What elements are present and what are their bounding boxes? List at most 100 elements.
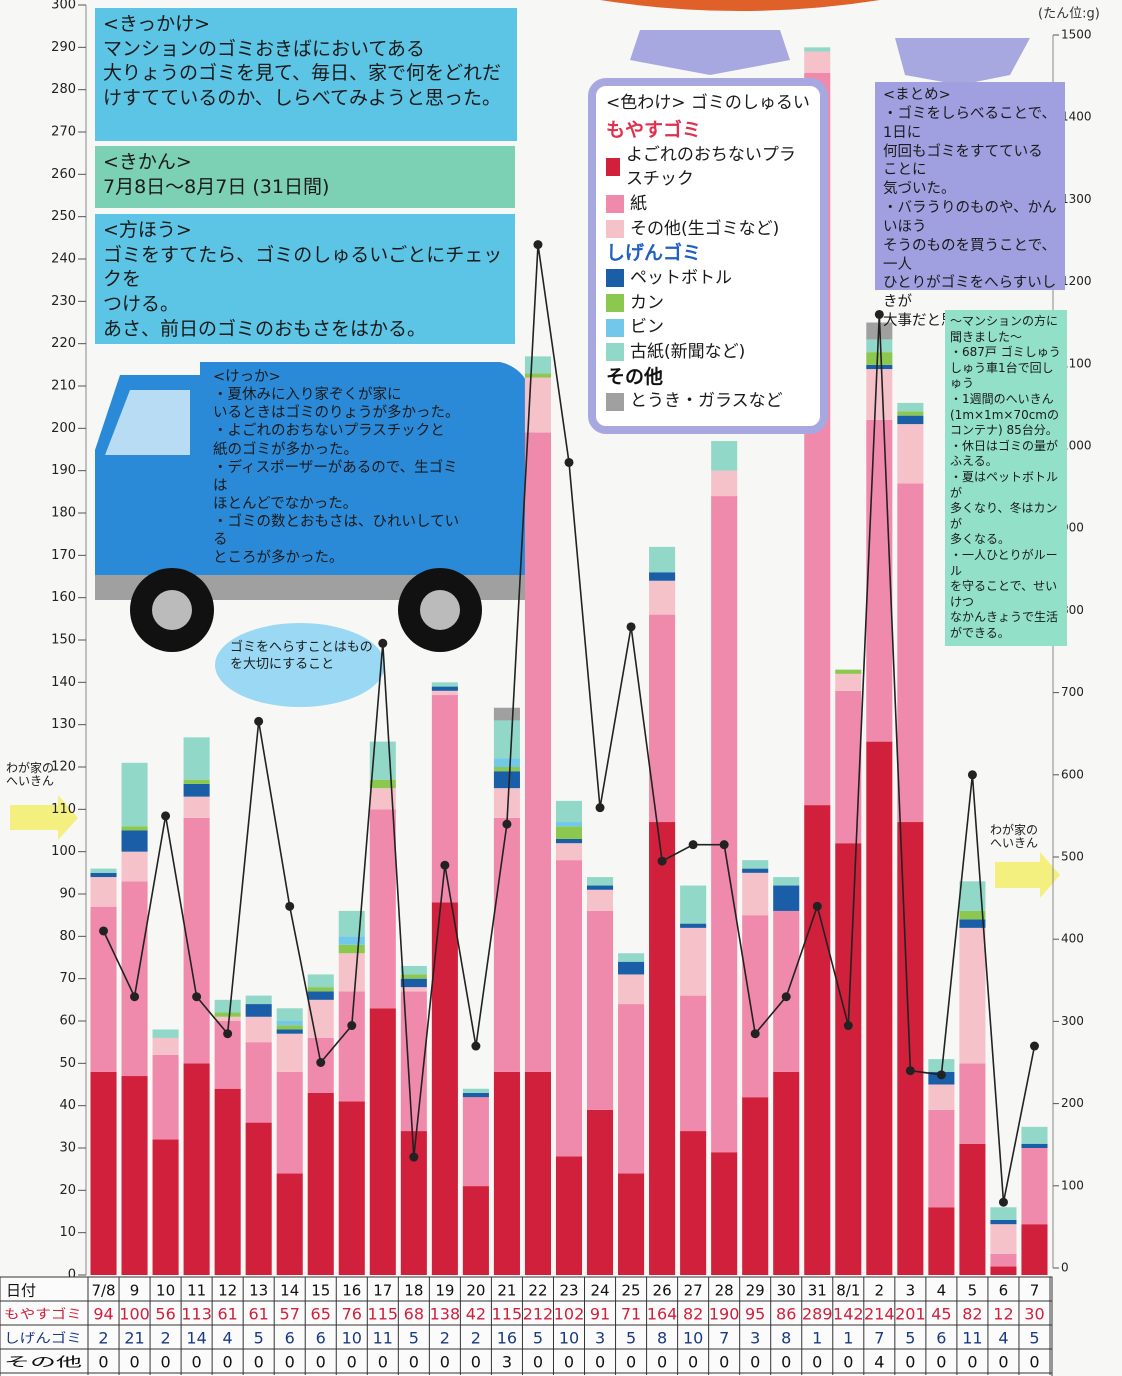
- table-cell: 5: [409, 1329, 419, 1348]
- table-cell: 6: [936, 1329, 946, 1348]
- bar-segment: [90, 869, 116, 873]
- bar-segment: [897, 483, 923, 822]
- table-cell: 115: [368, 1305, 399, 1324]
- legend-item: 古紙(新聞など): [606, 340, 810, 365]
- y-tick-label: 230: [51, 294, 76, 309]
- weight-point: [533, 240, 542, 249]
- bar-segment: [897, 416, 923, 424]
- y2-tick-label: 600: [1061, 767, 1084, 781]
- legend-label: 紙: [630, 192, 647, 217]
- bar-segment: [1021, 1144, 1047, 1148]
- table-cell: 61: [248, 1305, 268, 1324]
- bar-segment: [804, 805, 830, 1275]
- y-tick-label: 180: [51, 506, 76, 521]
- legend-item: 紙: [606, 192, 810, 217]
- y-tick-label: 80: [59, 929, 76, 944]
- bar-segment: [866, 742, 892, 1275]
- table-row-label: もやすゴミ: [4, 1307, 82, 1323]
- table-cell: 1: [843, 1329, 853, 1348]
- table-date: 31: [808, 1282, 827, 1300]
- bar-segment: [587, 890, 613, 911]
- note-line: ほとんどでなかった。: [213, 495, 467, 513]
- table-cell: 1: [812, 1329, 822, 1348]
- table-cell: 0: [657, 1353, 667, 1372]
- table-cell: 3: [502, 1353, 512, 1372]
- bar-segment: [556, 822, 582, 826]
- bar-segment: [184, 797, 210, 818]
- bar-segment: [649, 547, 675, 572]
- bar-segment: [897, 424, 923, 483]
- y-tick-label: 60: [59, 1014, 76, 1029]
- bar-segment: [835, 670, 861, 674]
- bar-segment: [928, 1207, 954, 1275]
- bar-segment: [649, 581, 675, 615]
- y-tick-label: 250: [51, 209, 76, 224]
- bar-segment: [1021, 1148, 1047, 1224]
- table-cell: 164: [647, 1305, 678, 1324]
- legend-item: カン: [606, 291, 810, 316]
- bar-segment: [153, 1140, 179, 1275]
- weight-point: [502, 820, 511, 829]
- table-date: 15: [311, 1282, 330, 1300]
- table-cell: 0: [533, 1353, 543, 1372]
- bar-segment: [587, 1110, 613, 1275]
- table-cell: 0: [750, 1353, 760, 1372]
- weight-point: [440, 861, 449, 870]
- bar-segment: [308, 991, 334, 999]
- table-cell: 6: [285, 1329, 295, 1348]
- y-tick-label: 40: [59, 1098, 76, 1113]
- note-line: ふえる。: [950, 454, 1062, 470]
- table-cell: 0: [843, 1353, 853, 1372]
- y2-tick-label: 1300: [1061, 192, 1092, 206]
- table-date: 26: [653, 1282, 672, 1300]
- bar-segment: [556, 860, 582, 1156]
- table-cell: 0: [98, 1353, 108, 1372]
- table-cell: 0: [781, 1353, 791, 1372]
- table-cell: 3: [750, 1329, 760, 1348]
- weight-point: [844, 1021, 853, 1030]
- bar-segment: [556, 801, 582, 822]
- note-matome: <まとめ>・ゴミをしらべることで、1日に何回もゴミをすてていることに気づいた。・…: [875, 82, 1065, 290]
- bar-segment: [711, 441, 737, 471]
- bar-segment: [215, 1013, 241, 1017]
- y2-tick-label: 500: [1061, 850, 1084, 864]
- y-tick-label: 90: [59, 887, 76, 902]
- note-line: ・1週間のへいきん: [950, 392, 1062, 408]
- y-tick-label: 190: [51, 463, 76, 478]
- note-line: いるときはゴミのりょうが多かった。: [213, 404, 467, 422]
- weight-point: [130, 992, 139, 1001]
- table-cell: 5: [905, 1329, 915, 1348]
- bar-segment: [556, 843, 582, 860]
- weight-point: [689, 840, 698, 849]
- table-cell: 0: [223, 1353, 233, 1372]
- legend-swatch: [606, 319, 624, 337]
- note-line: 気づいた。: [883, 180, 1057, 199]
- bar-segment: [246, 1004, 272, 1017]
- y-tick-label: 270: [51, 125, 76, 140]
- legend-swatch: [606, 393, 624, 411]
- note-line: けすてているのか、しらべてみようと思った。: [103, 86, 509, 111]
- table-cell: 57: [280, 1305, 300, 1324]
- bar-segment: [277, 1008, 303, 1021]
- legend-label: カン: [630, 291, 664, 316]
- note-line: ・休日はゴミの量が: [950, 439, 1062, 455]
- legend-swatch: [606, 195, 624, 213]
- weight-point: [223, 1029, 232, 1038]
- table-cell: 0: [471, 1353, 481, 1372]
- bar-segment: [928, 1085, 954, 1110]
- table-date: 20: [466, 1282, 485, 1300]
- weight-point: [937, 1070, 946, 1079]
- table-cell: 42: [466, 1305, 486, 1324]
- note-line: 7月8日〜8月7日 (31日間): [103, 175, 507, 200]
- bar-segment: [215, 1017, 241, 1021]
- note-line: つける。: [103, 292, 507, 317]
- note-line: しゅう車1台で回しゅう: [950, 361, 1062, 392]
- weight-point: [906, 1066, 915, 1075]
- table-cell: 7: [874, 1329, 884, 1348]
- bar-segment: [804, 47, 830, 51]
- note-line: へいきん: [990, 837, 1070, 850]
- table-date: 30: [777, 1282, 796, 1300]
- bar-segment: [246, 1123, 272, 1275]
- y-tick-label: 130: [51, 717, 76, 732]
- y-tick-label: 100: [51, 844, 76, 859]
